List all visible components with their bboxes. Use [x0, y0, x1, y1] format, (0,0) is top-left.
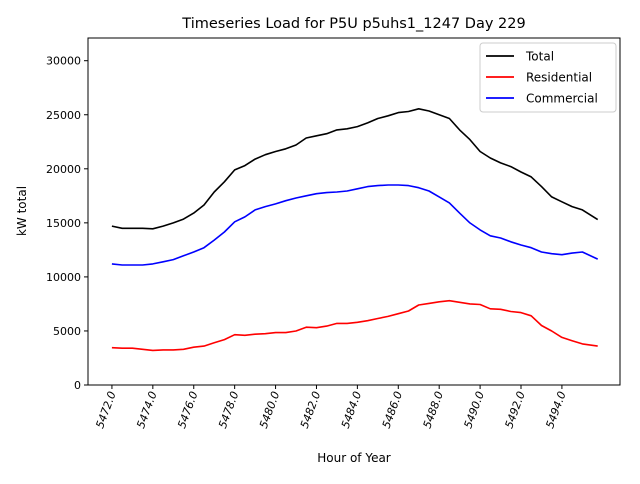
chart-title: Timeseries Load for P5U p5uhs1_1247 Day … — [181, 16, 525, 32]
x-tick-label: 5476.0 — [175, 390, 200, 431]
y-tick-label: 15000 — [46, 217, 81, 230]
x-tick-label: 5484.0 — [339, 390, 364, 431]
y-tick-label: 10000 — [46, 271, 81, 284]
series-line-total — [111, 108, 599, 230]
y-tick-label: 5000 — [53, 325, 81, 338]
legend-label-residential: Residential — [526, 71, 592, 85]
series-line-residential — [111, 299, 598, 352]
x-tick-label: 5488.0 — [421, 390, 446, 431]
x-tick-label: 5480.0 — [257, 390, 282, 431]
x-tick-label: 5474.0 — [134, 390, 159, 431]
x-axis-label: Hour of Year — [317, 451, 391, 465]
y-tick-label: 30000 — [46, 55, 81, 68]
y-tick-label: 25000 — [46, 109, 81, 122]
series-line-commercial — [111, 184, 599, 266]
x-tick-label: 5492.0 — [502, 390, 527, 431]
x-tick-label: 5494.0 — [543, 390, 568, 431]
x-tick-label: 5486.0 — [380, 390, 405, 431]
legend: Total Residential Commercial — [479, 42, 617, 113]
x-tick-label: 5472.0 — [93, 390, 118, 431]
y-axis-label: kW total — [15, 186, 29, 236]
x-tick-label: 5482.0 — [298, 390, 323, 431]
y-tick-label: 20000 — [46, 163, 81, 176]
legend-label-commercial: Commercial — [526, 92, 598, 106]
x-tick-label: 5490.0 — [462, 390, 487, 431]
x-tick-label: 5478.0 — [216, 390, 241, 431]
plot-frame — [87, 37, 621, 386]
legend-label-total: Total — [525, 50, 554, 64]
y-tick-label: 0 — [74, 379, 81, 392]
